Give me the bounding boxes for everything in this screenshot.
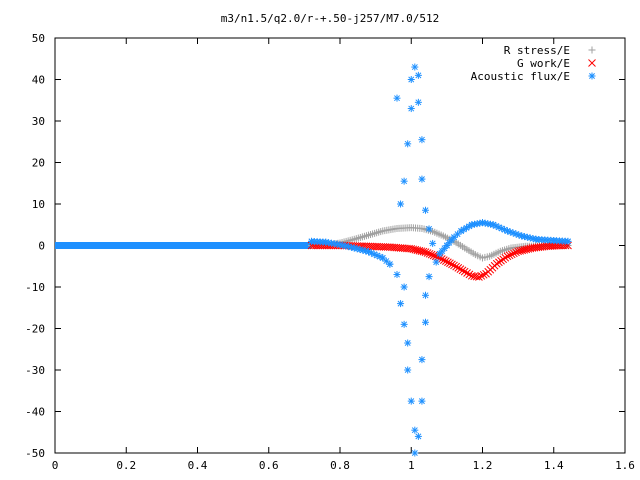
data-point [414, 98, 422, 106]
x-tick-label: 0.2 [116, 459, 136, 472]
data-point [475, 273, 483, 281]
data-point [512, 248, 520, 257]
data-point [418, 356, 426, 364]
x-tick-label: 0.4 [188, 459, 208, 472]
data-point [503, 252, 512, 261]
data-point [404, 140, 412, 148]
legend-label: Acoustic flux/E [471, 70, 570, 83]
chart-title: m3/n1.5/q2.0/r-+.50-j257/M7.0/512 [221, 12, 440, 25]
data-point [400, 177, 408, 185]
data-point [454, 264, 463, 272]
y-tick-label: -10 [25, 281, 45, 294]
data-point [456, 265, 465, 274]
data-point [432, 258, 440, 266]
data-point [425, 225, 433, 233]
data-point [423, 249, 432, 257]
data-point [467, 271, 476, 280]
series-layer [55, 63, 572, 457]
data-point [419, 247, 428, 256]
data-point [429, 251, 438, 260]
data-point [414, 71, 422, 79]
data-point [442, 257, 450, 266]
x-tick-label: 0.6 [259, 459, 279, 472]
data-point [454, 230, 462, 238]
data-point [411, 63, 419, 71]
data-point [498, 224, 506, 232]
data-point [407, 76, 415, 83]
data-point [446, 259, 454, 268]
data-point [477, 272, 486, 280]
x-tick-label: 1 [408, 459, 415, 472]
data-point [425, 273, 433, 281]
data-point [444, 258, 452, 267]
data-point [393, 271, 401, 279]
data-point [407, 105, 415, 113]
data-point [418, 175, 426, 183]
y-tick-label: 40 [32, 74, 45, 87]
data-point [439, 256, 448, 264]
data-point [460, 267, 469, 276]
data-point [452, 262, 460, 271]
legend-marker [588, 72, 596, 80]
data-point [425, 249, 434, 258]
data-point [400, 320, 408, 328]
x-tick-label: 1.2 [473, 459, 493, 472]
data-point [495, 223, 503, 231]
data-point [421, 248, 430, 256]
data-point [356, 245, 364, 253]
data-point [418, 136, 426, 144]
data-point [463, 269, 471, 277]
data-point [505, 251, 514, 260]
legend-label: R stress/E [504, 44, 570, 57]
data-point [429, 239, 437, 247]
data-point [404, 366, 412, 374]
legend-marker [588, 46, 596, 54]
data-point [470, 272, 479, 281]
x-tick-label: 0 [52, 459, 59, 472]
data-point [393, 94, 401, 102]
x-tick-label: 1.6 [615, 459, 635, 472]
data-point [414, 432, 422, 440]
data-point [386, 260, 394, 268]
y-tick-label: -50 [25, 447, 45, 460]
data-point [509, 229, 517, 237]
data-point [404, 339, 412, 347]
axes: 0 0.2 0.4 0.6 0.8 1 1.2 1.4 1.6 50 40 30 20 10 0 -10 -20… [25, 32, 635, 472]
data-point [407, 397, 415, 405]
data-point [422, 206, 429, 214]
data-point [400, 283, 408, 291]
data-point [479, 270, 488, 279]
data-point [564, 237, 572, 245]
data-point [509, 249, 518, 258]
data-point [397, 200, 405, 208]
data-point [397, 300, 405, 308]
data-point [365, 248, 372, 256]
data-point [411, 449, 419, 457]
x-tick-label: 1.4 [544, 459, 564, 472]
y-tick-label: -40 [25, 406, 45, 419]
data-point [448, 260, 456, 269]
series-acoustic-flux-e [308, 63, 572, 457]
data-point [507, 250, 516, 259]
legend-label: G work/E [517, 57, 570, 70]
data-point [418, 397, 426, 405]
data-point [411, 426, 419, 434]
y-tick-label: -20 [25, 323, 45, 336]
y-tick-label: -30 [25, 364, 45, 377]
y-tick-label: 20 [32, 157, 45, 170]
data-point [458, 266, 467, 275]
y-tick-label: 50 [32, 32, 45, 45]
y-tick-label: 10 [32, 198, 45, 211]
data-point [465, 270, 474, 279]
x-tick-label: 0.8 [330, 459, 350, 472]
data-point [450, 261, 458, 270]
data-point [422, 291, 429, 299]
data-point [427, 250, 436, 259]
legend-marker [588, 59, 596, 67]
y-tick-label: 0 [38, 240, 45, 253]
data-point [422, 318, 429, 326]
y-tick-label: 30 [32, 115, 45, 128]
